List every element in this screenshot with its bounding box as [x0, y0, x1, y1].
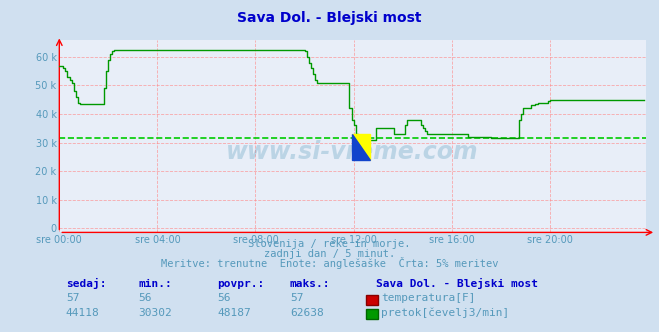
Text: Meritve: trenutne  Enote: anglešaške  Črta: 5% meritev: Meritve: trenutne Enote: anglešaške Črta…: [161, 257, 498, 269]
Text: maks.:: maks.:: [290, 279, 330, 289]
Text: zadnji dan / 5 minut.: zadnji dan / 5 minut.: [264, 249, 395, 259]
Text: min.:: min.:: [138, 279, 172, 289]
Text: pretok[čevelj3/min]: pretok[čevelj3/min]: [381, 307, 509, 318]
Text: 57: 57: [66, 293, 79, 303]
Text: 48187: 48187: [217, 308, 251, 318]
Text: 30302: 30302: [138, 308, 172, 318]
Text: 62638: 62638: [290, 308, 324, 318]
Text: 57: 57: [290, 293, 303, 303]
Text: 44118: 44118: [66, 308, 100, 318]
Text: temperatura[F]: temperatura[F]: [381, 293, 475, 303]
Text: 56: 56: [217, 293, 231, 303]
Text: sedaj:: sedaj:: [66, 278, 106, 289]
Text: Slovenija / reke in morje.: Slovenija / reke in morje.: [248, 239, 411, 249]
Text: Sava Dol. - Blejski most: Sava Dol. - Blejski most: [376, 278, 538, 289]
Text: povpr.:: povpr.:: [217, 279, 265, 289]
Polygon shape: [351, 134, 370, 160]
Text: www.si-vreme.com: www.si-vreme.com: [226, 139, 479, 164]
Text: 56: 56: [138, 293, 152, 303]
Text: Sava Dol. - Blejski most: Sava Dol. - Blejski most: [237, 11, 422, 25]
Polygon shape: [351, 134, 370, 160]
